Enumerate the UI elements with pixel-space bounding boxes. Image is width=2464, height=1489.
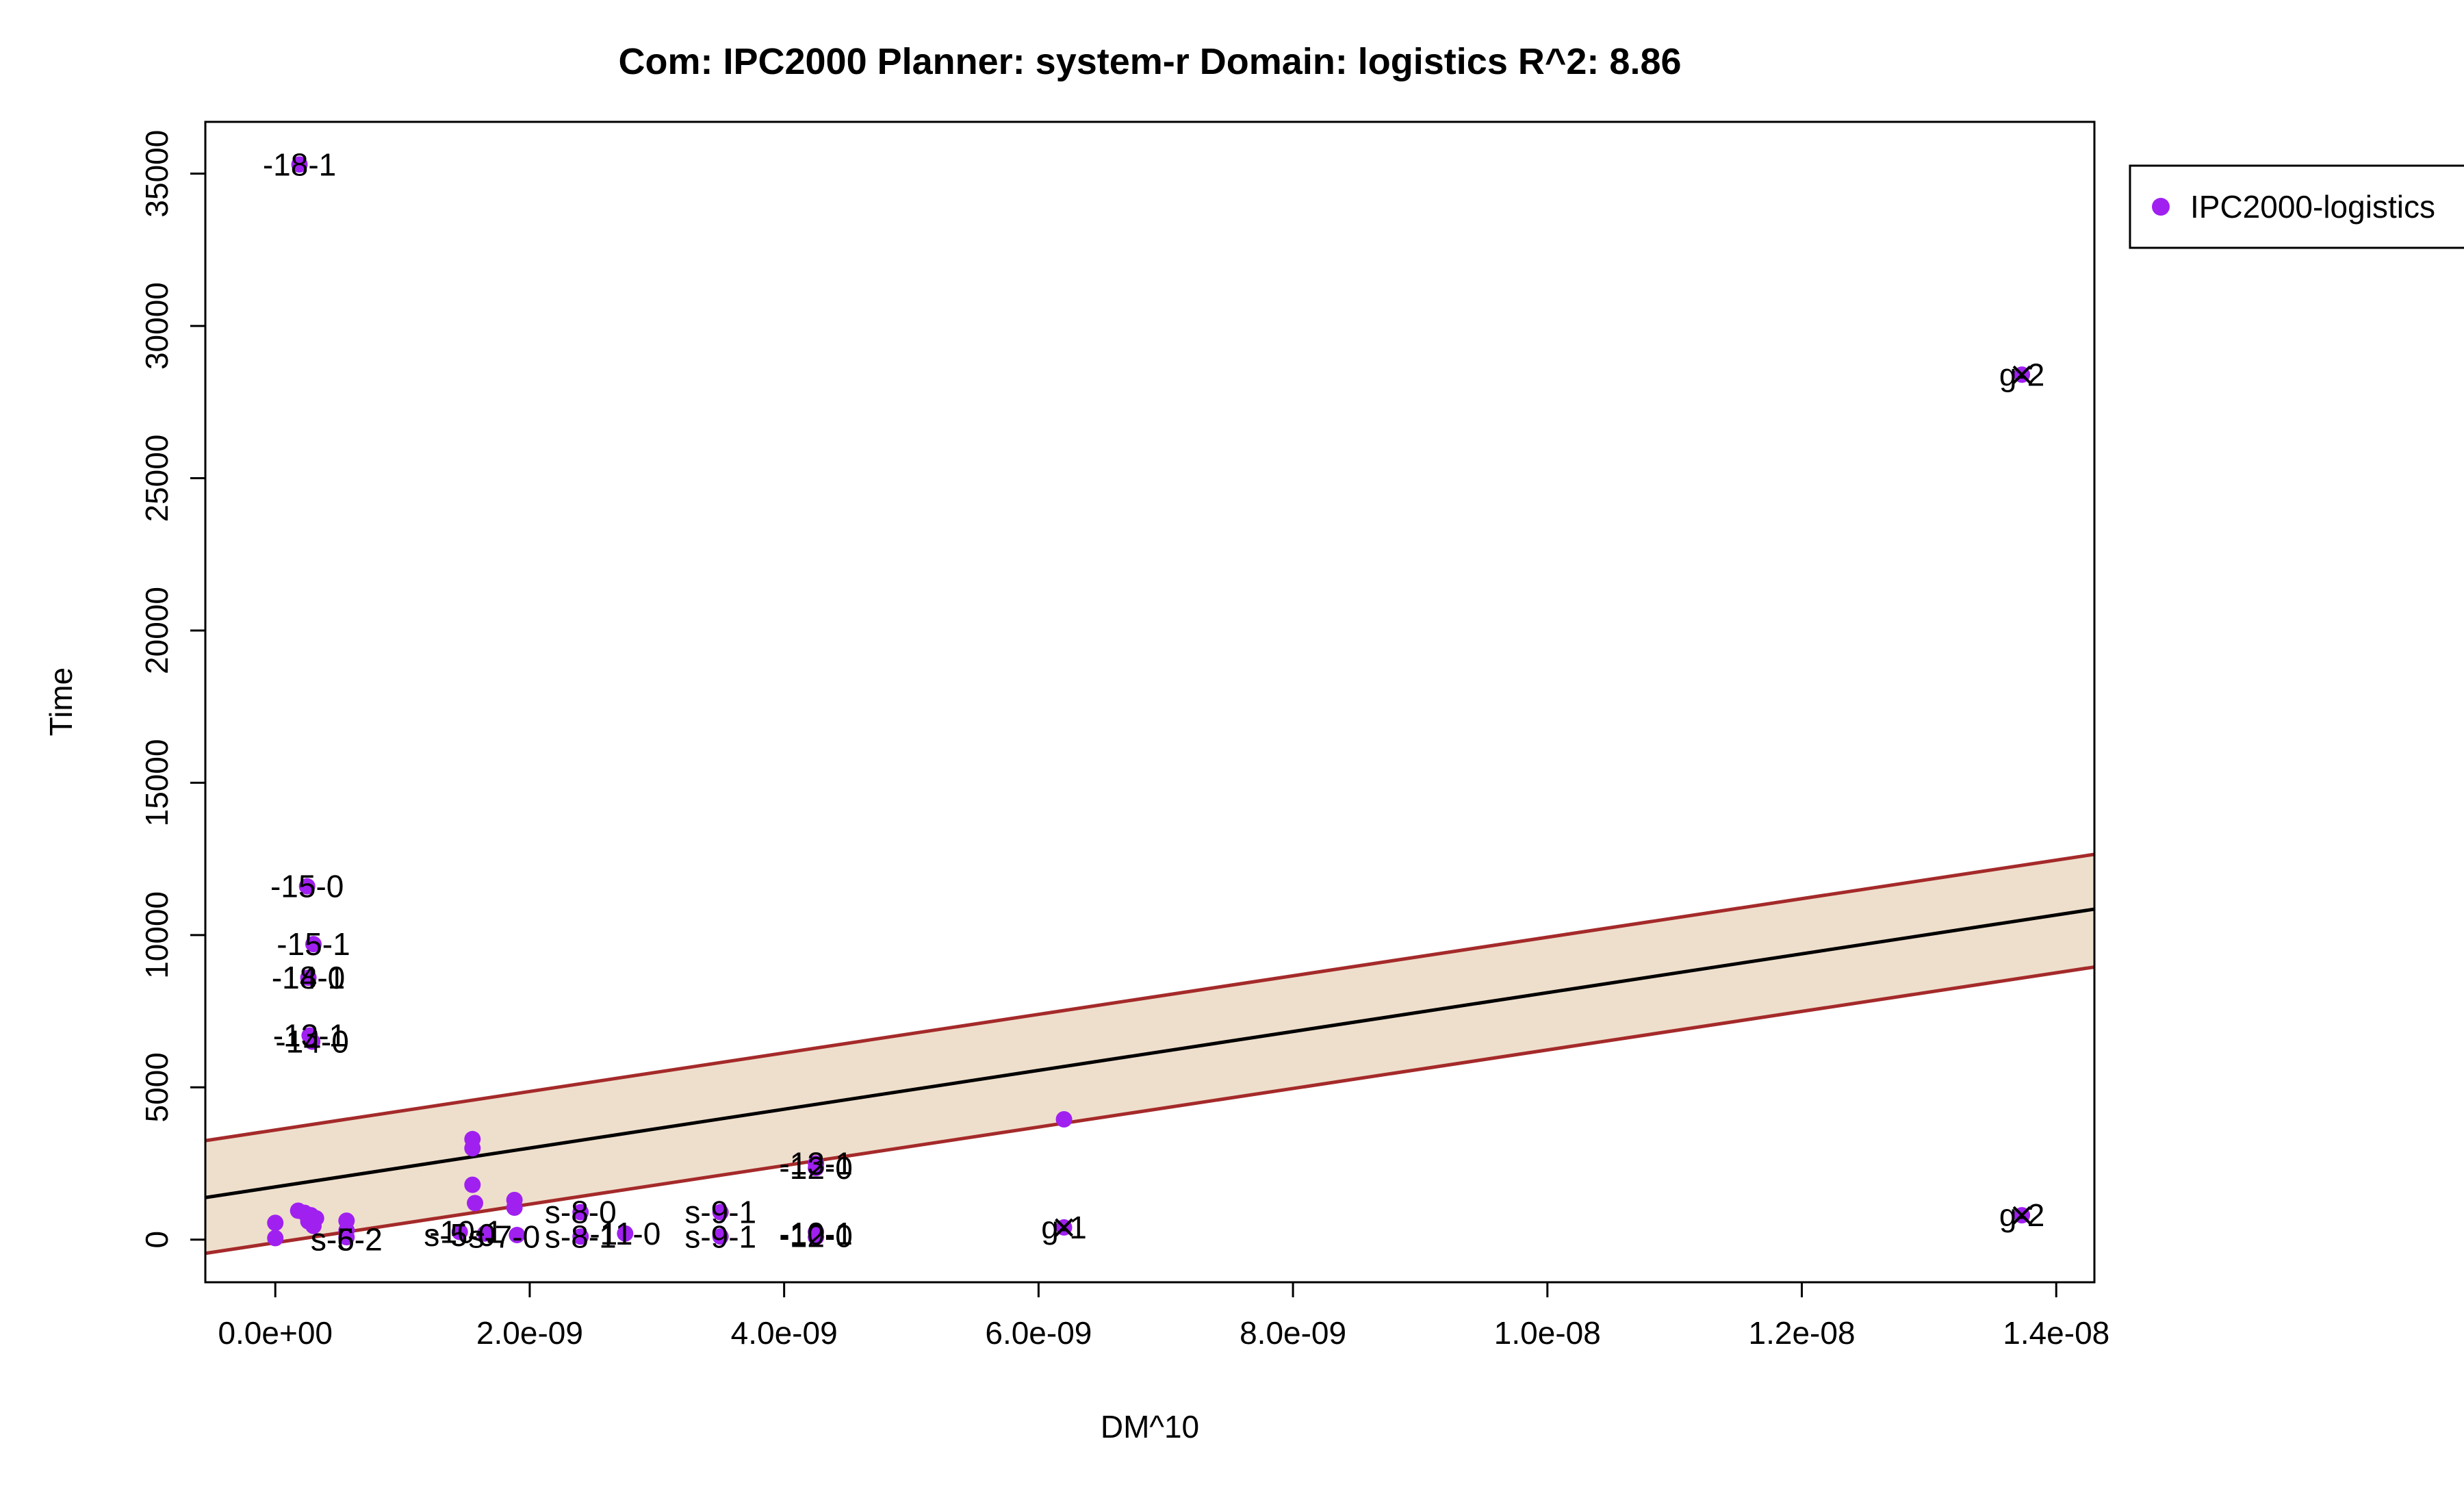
point-label: g-2: [1999, 357, 2044, 392]
data-point: [808, 1160, 825, 1177]
chart-title: Com: IPC2000 Planner: system-r Domain: l…: [618, 41, 1681, 82]
y-tick-label: 10000: [139, 891, 175, 979]
y-tick-label: 30000: [139, 282, 175, 370]
point-label: s-9-1: [684, 1195, 756, 1230]
data-point: [509, 1227, 526, 1244]
x-tick-label: 8.0e-09: [1240, 1315, 1346, 1351]
point-label: -15-1: [277, 926, 350, 962]
x-tick-label: 1.0e-08: [1494, 1315, 1601, 1351]
x-tick-label: 1.2e-08: [1749, 1315, 1856, 1351]
cross-marker: [1055, 1218, 1073, 1237]
data-point: [712, 1204, 729, 1221]
point-label: -15-0: [270, 869, 344, 904]
point-label: -13-1: [273, 1018, 346, 1054]
data-point: [808, 1229, 825, 1246]
data-point: [304, 1033, 321, 1050]
data-point: [1055, 1110, 1073, 1128]
point-label: -18-1: [263, 147, 336, 182]
plot-area: -18-1-15-0-15-1-14-1-18-0-13-1-14-0s-6-2…: [204, 120, 2096, 1284]
legend-label: IPC2000-logistics: [2190, 189, 2435, 225]
data-point: [267, 1214, 284, 1232]
data-point: [476, 1225, 493, 1242]
y-tick-label: 35000: [139, 130, 175, 218]
point-label: s-8-0: [545, 1195, 617, 1230]
y-tick-label: 15000: [139, 739, 175, 826]
x-axis-label: DM^10: [1101, 1409, 1199, 1445]
point-label: -10-1: [429, 1214, 502, 1250]
point-label: s-6-2: [311, 1222, 383, 1258]
point-label: s-7-0: [468, 1219, 540, 1254]
data-point: [572, 1204, 589, 1221]
point-label: -10-1: [779, 1216, 852, 1251]
regression-line: [205, 907, 2094, 1199]
cross-marker: [2012, 365, 2031, 384]
data-point: [300, 969, 317, 987]
point-label: -13-1: [779, 1145, 852, 1181]
x-tick-label: 0.0e+00: [218, 1315, 333, 1351]
data-point: [464, 1176, 481, 1193]
data-point: [506, 1199, 523, 1217]
point-labels: -18-1-15-0-15-1-14-1-18-0-13-1-14-0s-6-2…: [263, 147, 2044, 1257]
point-label: s-5-0: [424, 1217, 496, 1253]
y-axis-label: Time: [43, 667, 79, 737]
x-tick-label: 1.4e-08: [2003, 1315, 2109, 1351]
data-point: [298, 878, 316, 895]
point-label: -18-0: [272, 960, 345, 995]
point-label: -12-0: [779, 1150, 852, 1186]
data-point: [451, 1223, 468, 1240]
cross-marker: [2012, 1206, 2031, 1225]
point-label: -14-0: [275, 1024, 348, 1060]
point-label: -11-0: [589, 1216, 660, 1251]
data-point: [712, 1228, 729, 1245]
legend-marker: [2152, 198, 2170, 216]
data-point: [267, 1230, 284, 1247]
data-point: [617, 1225, 634, 1242]
data-point: [464, 1140, 481, 1157]
data-points: [267, 156, 2031, 1247]
legend-box: [2129, 164, 2464, 249]
data-point: [305, 1217, 322, 1234]
y-tick-label: 20000: [139, 587, 175, 674]
point-label: g-2: [1999, 1197, 2044, 1233]
data-point: [467, 1195, 484, 1212]
point-label: g-1: [1041, 1210, 1086, 1245]
y-tick-label: 5000: [139, 1052, 175, 1122]
legend: IPC2000-logistics: [2129, 164, 2464, 249]
data-point: [572, 1228, 589, 1245]
x-tick-label: 6.0e-09: [985, 1315, 1092, 1351]
cross-markers: [1055, 365, 2031, 1237]
data-point: [291, 156, 308, 173]
x-tick-label: 4.0e-09: [731, 1315, 838, 1351]
x-tick-label: 2.0e-09: [476, 1315, 583, 1351]
y-tick-label: 0: [139, 1231, 175, 1249]
data-point: [338, 1229, 355, 1246]
point-label: -14-1: [272, 960, 345, 995]
upper-bound-line: [205, 852, 2094, 1143]
point-label: s-9-1: [684, 1219, 756, 1254]
y-axis: 0 5000 10000 15000 20000 25000 30000 35000: [139, 130, 207, 1249]
point-label: s-8-1: [545, 1219, 617, 1254]
point-label: s-5-2: [311, 1222, 383, 1258]
point-label: -12-0: [779, 1218, 852, 1253]
data-point: [305, 936, 322, 953]
y-tick-label: 25000: [139, 435, 175, 522]
x-axis: 0.0e+00 2.0e-09 4.0e-09 6.0e-09 8.0e-09 1.0e-…: [218, 1281, 2109, 1351]
